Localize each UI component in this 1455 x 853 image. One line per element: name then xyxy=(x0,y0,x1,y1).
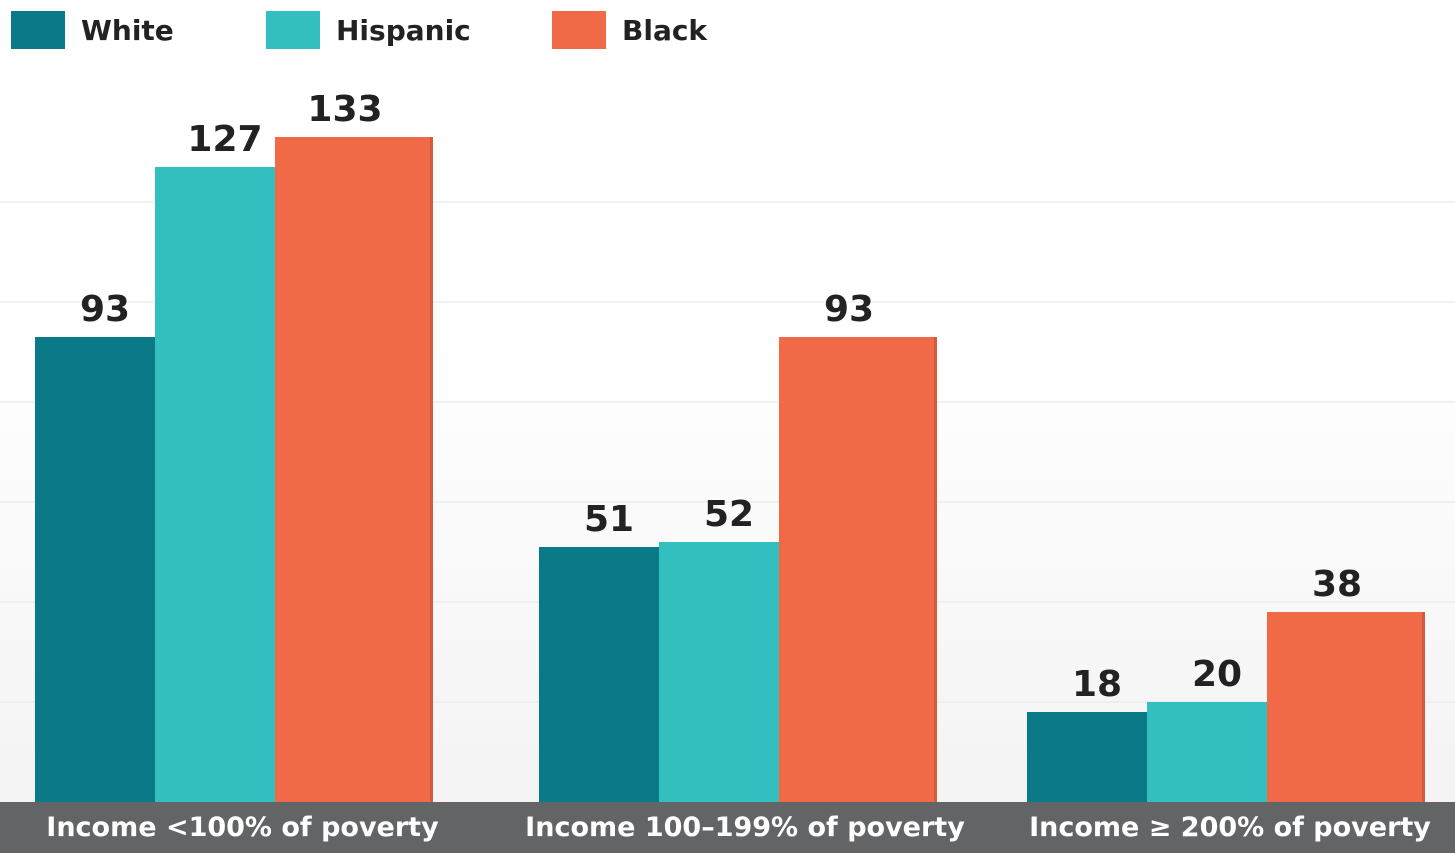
value-label-black-below-100: 133 xyxy=(307,89,382,130)
value-label-hispanic-below-100: 127 xyxy=(187,119,262,160)
value-label-white-below-100: 93 xyxy=(80,289,130,330)
legend-label-white: White xyxy=(81,13,174,47)
category-label-100-199: Income 100–199% of poverty xyxy=(525,812,965,843)
bar-edge-shadow xyxy=(430,137,433,802)
bar-black-below-100 xyxy=(275,137,433,802)
value-label-black-above-200: 38 xyxy=(1312,564,1362,605)
bars xyxy=(35,137,1425,802)
value-label-white-100-199: 51 xyxy=(584,499,634,540)
category-label-below-100: Income <100% of poverty xyxy=(46,812,439,843)
value-labels: 93 127 133 51 52 93 18 20 38 xyxy=(80,89,1362,705)
bar-black-100-199 xyxy=(779,337,937,802)
category-axis-band xyxy=(0,802,1455,853)
category-label-above-200: Income ≥ 200% of poverty xyxy=(1029,812,1431,843)
legend-swatch-hispanic xyxy=(266,11,320,49)
bar-black-above-200 xyxy=(1267,612,1425,802)
legend-label-hispanic: Hispanic xyxy=(336,13,471,47)
legend-swatch-black xyxy=(552,11,606,49)
legend-swatch-white xyxy=(11,11,65,49)
value-label-white-above-200: 18 xyxy=(1072,664,1122,705)
legend-item-hispanic: Hispanic xyxy=(266,11,471,49)
value-label-black-100-199: 93 xyxy=(824,289,874,330)
legend-label-black: Black xyxy=(622,13,708,47)
legend-item-white: White xyxy=(11,11,174,49)
legend-item-black: Black xyxy=(552,11,707,49)
value-label-hispanic-100-199: 52 xyxy=(704,494,754,535)
bar-edge-shadow xyxy=(934,337,937,802)
value-label-hispanic-above-200: 20 xyxy=(1192,654,1242,695)
bar-edge-shadow xyxy=(1422,612,1425,802)
